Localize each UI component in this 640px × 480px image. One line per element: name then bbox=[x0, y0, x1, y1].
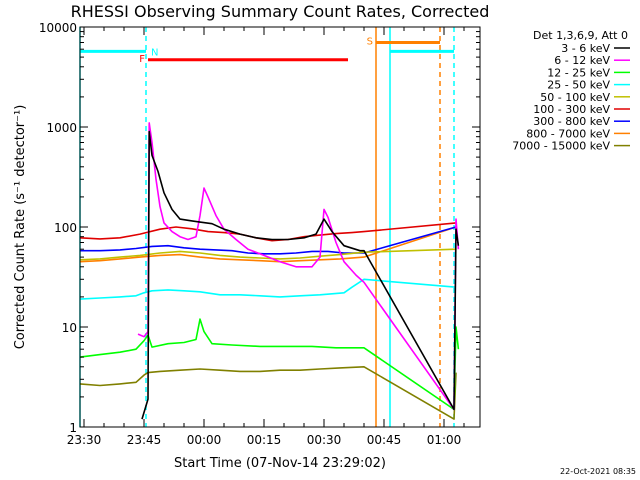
y-tick-label-5: 10000 bbox=[39, 21, 77, 35]
series-line-4 bbox=[79, 278, 457, 300]
x-tick-label-7: 01:00 bbox=[427, 433, 462, 447]
legend-label-9: 7000 - 15000 keV bbox=[512, 140, 610, 153]
chart-title: RHESSI Observing Summary Count Rates, Co… bbox=[71, 2, 490, 21]
flag-label-f: F bbox=[139, 54, 145, 65]
legend-label-4: 25 - 50 keV bbox=[547, 79, 610, 92]
legend-label-3: 12 - 25 keV bbox=[547, 66, 610, 79]
legend-header: Det 1,3,6,9, Att 0 bbox=[533, 29, 628, 42]
legend-label-7: 300 - 800 keV bbox=[533, 115, 610, 128]
x-tick-label-1: 23:30 bbox=[67, 433, 102, 447]
series-line-5 bbox=[79, 248, 457, 261]
series-line-3 bbox=[79, 318, 460, 411]
legend-label-1: 3 - 6 keV bbox=[561, 42, 610, 55]
series-line-1 bbox=[141, 130, 460, 420]
x-tick-label-4: 00:15 bbox=[247, 433, 282, 447]
y-tick-label-3: 100 bbox=[54, 221, 77, 235]
x-tick-label-3: 00:00 bbox=[187, 433, 222, 447]
footer-date: 22-Oct-2021 08:35 bbox=[560, 467, 636, 476]
series-line-9 bbox=[79, 366, 457, 420]
y-axis-label: Corrected Count Rate (s⁻¹ detector⁻¹) bbox=[13, 105, 28, 350]
series-line-7 bbox=[80, 226, 457, 255]
x-tick-label-6: 00:45 bbox=[367, 433, 402, 447]
plot-area: NF S bbox=[79, 27, 460, 427]
y-tick-label-1: 1 bbox=[69, 421, 77, 435]
x-tick-label-5: 00:30 bbox=[307, 433, 342, 447]
legend-label-6: 100 - 300 keV bbox=[533, 103, 610, 116]
legend-label-8: 800 - 7000 keV bbox=[526, 127, 610, 140]
y-tick-label-2: 10 bbox=[62, 321, 77, 335]
legend-label-2: 6 - 12 keV bbox=[554, 54, 610, 67]
x-axis-label: Start Time (07-Nov-14 23:29:02) bbox=[174, 456, 386, 471]
legend-label-5: 50 - 100 keV bbox=[540, 91, 610, 104]
flag-label-s: S bbox=[367, 36, 373, 47]
series-line-8 bbox=[79, 226, 457, 263]
x-tick-label-2: 23:45 bbox=[127, 433, 162, 447]
series-line-6 bbox=[79, 222, 457, 242]
y-tick-label-4: 1000 bbox=[46, 121, 77, 135]
series-line-2 bbox=[137, 122, 460, 411]
flag-label-n: N bbox=[151, 47, 158, 58]
x-axis: 23:30 23:45 00:00 00:15 00:30 00:45 01:00 bbox=[67, 27, 465, 447]
y-axis: 1 10 100 1000 10000 bbox=[39, 21, 480, 435]
